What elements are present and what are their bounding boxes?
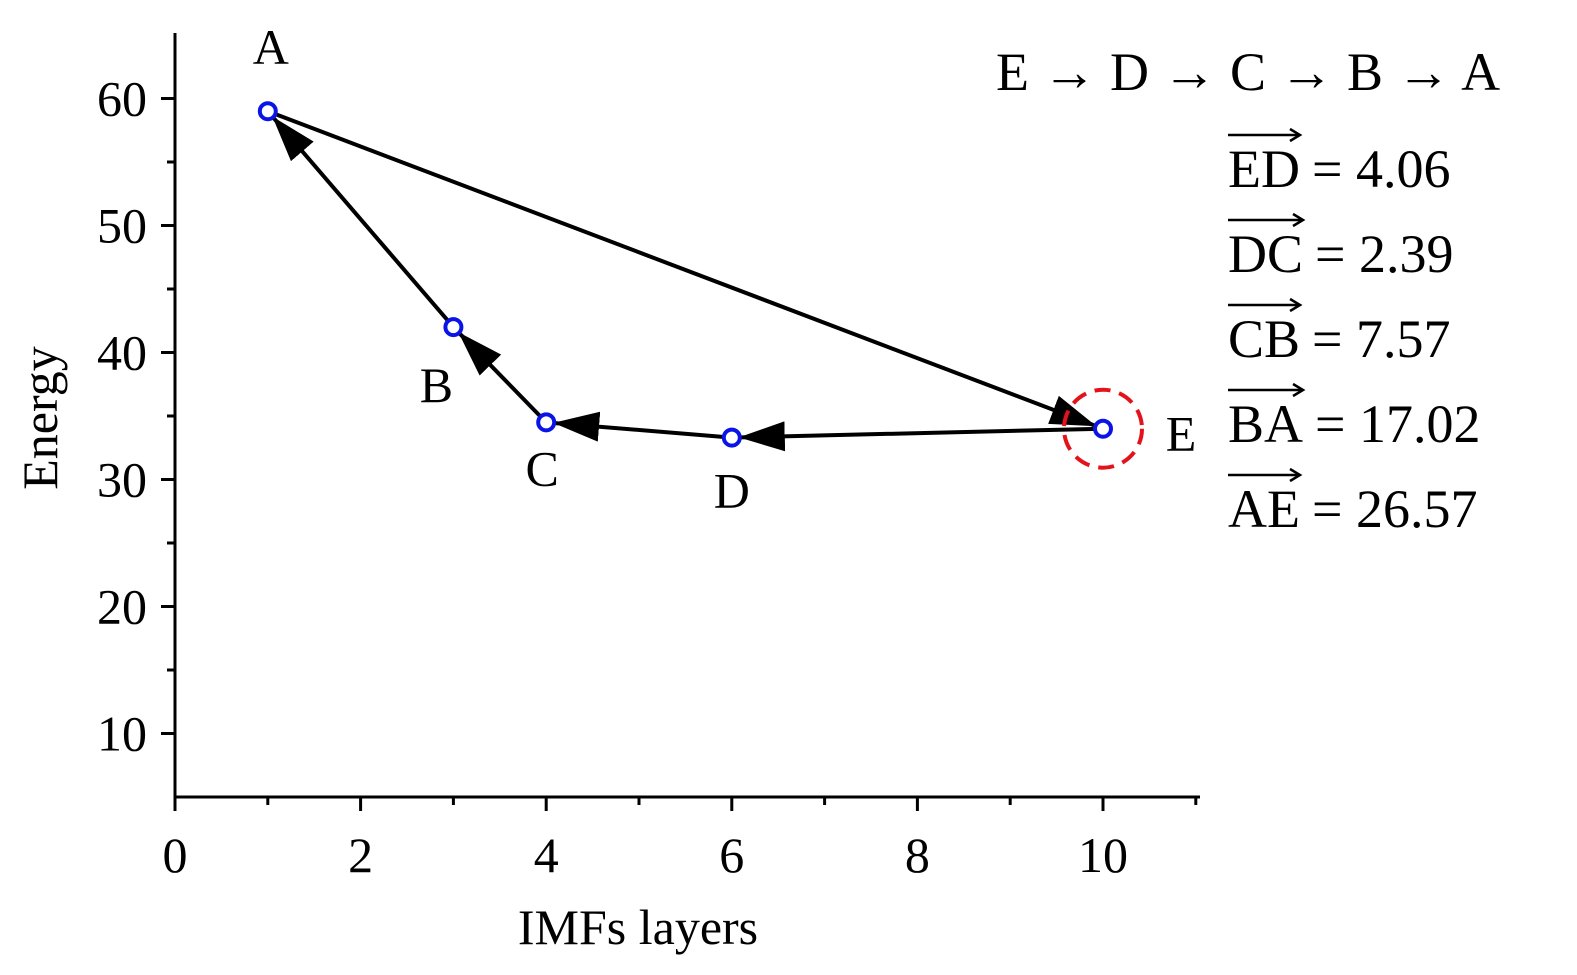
point-e bbox=[1093, 418, 1113, 439]
distance-vector-label: ED bbox=[1228, 139, 1300, 199]
x-tick-label: 2 bbox=[348, 827, 373, 883]
distance-value: = 17.02 bbox=[1315, 394, 1480, 454]
point-a bbox=[257, 101, 278, 122]
x-tick-label: 6 bbox=[719, 827, 744, 883]
vector-arrow-icon bbox=[1292, 382, 1306, 398]
distance-vector-label: CB bbox=[1228, 309, 1300, 369]
point-c bbox=[536, 412, 557, 433]
point-label-c: C bbox=[526, 440, 559, 496]
y-tick-label: 10 bbox=[97, 706, 147, 762]
x-tick-label: 8 bbox=[905, 827, 930, 883]
distance-vector-label: AE bbox=[1228, 479, 1300, 539]
y-tick-label: 50 bbox=[97, 198, 147, 254]
y-tick-label: 40 bbox=[97, 325, 147, 381]
x-tick-label: 4 bbox=[534, 827, 559, 883]
y-axis-ticks: 10 20 30 40 50 60 bbox=[97, 71, 175, 762]
sequence-text: E → D → C → B → A bbox=[996, 42, 1500, 102]
x-tick-label: 0 bbox=[163, 827, 188, 883]
x-tick-label: 10 bbox=[1078, 827, 1128, 883]
y-tick-label: 60 bbox=[97, 71, 147, 127]
data-points bbox=[257, 101, 1113, 448]
highlight-circle bbox=[1062, 387, 1144, 470]
vector-arrow-icon bbox=[1289, 467, 1303, 483]
y-tick-label: 30 bbox=[97, 452, 147, 508]
distance-value: = 2.39 bbox=[1315, 224, 1453, 284]
distance-value: = 26.57 bbox=[1312, 479, 1477, 539]
y-tick-label: 20 bbox=[97, 579, 147, 635]
path-sequence: E → D → C → B → A bbox=[996, 42, 1500, 102]
point-label-d: D bbox=[714, 463, 750, 519]
x-axis-ticks: 0 2 4 6 8 10 bbox=[163, 797, 1198, 883]
x-axis-title: IMFs layers bbox=[518, 899, 758, 955]
distance-value: = 7.57 bbox=[1312, 309, 1450, 369]
vector-arrow-icon bbox=[1292, 212, 1306, 228]
point-b bbox=[443, 317, 464, 338]
point-labels: A B C D E bbox=[253, 19, 1197, 518]
distance-vector-label: DC bbox=[1228, 224, 1303, 284]
path-arrow-cb bbox=[458, 332, 548, 424]
path-arrow-ae bbox=[267, 109, 1097, 428]
path-arrow-ba bbox=[272, 116, 455, 329]
point-label-e: E bbox=[1166, 406, 1197, 462]
vector-arrow-icon bbox=[1289, 127, 1303, 143]
path-arrows bbox=[267, 109, 1104, 452]
highlight-group bbox=[1062, 387, 1144, 470]
point-d bbox=[721, 427, 742, 448]
vector-arrow-icon bbox=[1289, 297, 1303, 313]
distance-value: = 4.06 bbox=[1312, 139, 1450, 199]
axes bbox=[173, 33, 1200, 799]
distance-vector-label: BA bbox=[1228, 394, 1303, 454]
point-label-a: A bbox=[253, 19, 289, 75]
path-arrow-ed bbox=[738, 421, 1104, 452]
y-axis-title: Energy bbox=[12, 346, 68, 489]
point-label-b: B bbox=[420, 357, 453, 413]
path-arrow-dc bbox=[553, 411, 732, 442]
